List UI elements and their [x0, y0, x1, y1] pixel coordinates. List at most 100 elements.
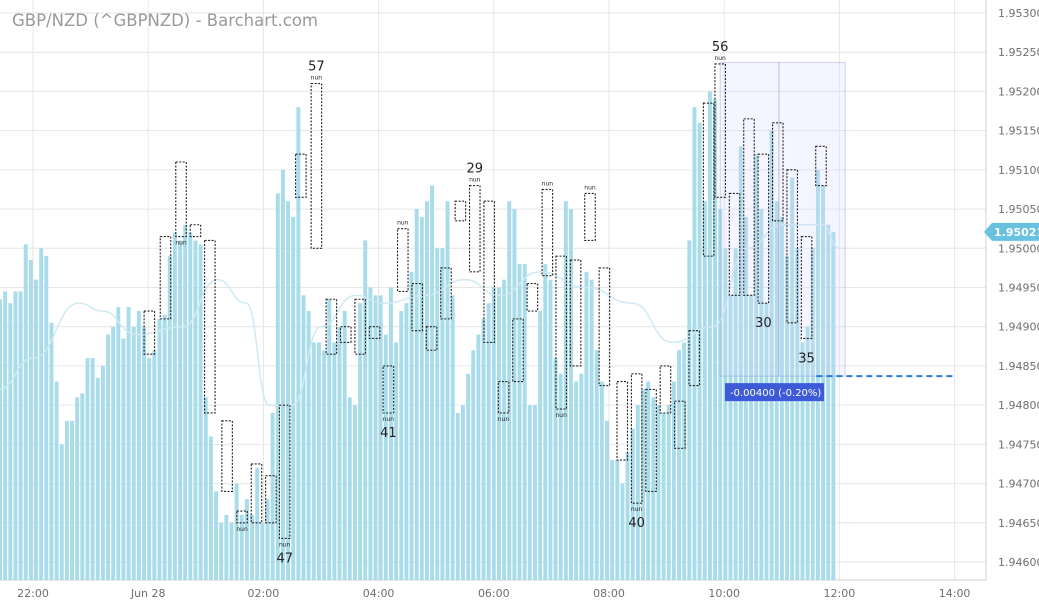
- price-bar: [75, 397, 79, 580]
- price-bar: [574, 382, 578, 580]
- price-bar: [631, 429, 635, 580]
- price-bar: [80, 393, 84, 580]
- y-tick-label: 1.94950: [998, 282, 1039, 295]
- price-bar: [466, 374, 470, 580]
- price-bar: [91, 358, 95, 580]
- tpo-box-label: 56: [712, 40, 729, 55]
- price-bar: [451, 295, 455, 580]
- price-bar: [230, 523, 234, 580]
- x-tick-label: 14:00: [939, 587, 971, 600]
- tpo-box-tag: nun: [714, 55, 726, 62]
- y-tick-label: 1.95000: [998, 242, 1039, 255]
- price-bar: [302, 295, 306, 580]
- y-tick-label: 1.94700: [998, 478, 1039, 491]
- y-tick-label: 1.95050: [998, 203, 1039, 216]
- x-tick-label: 10:00: [708, 587, 740, 600]
- price-bar: [600, 382, 604, 580]
- price-bar: [651, 397, 655, 580]
- tpo-box-label: 35: [798, 351, 815, 366]
- price-bar: [533, 405, 537, 580]
- price-bar: [677, 350, 681, 580]
- tpo-box: [542, 189, 553, 275]
- price-bar: [348, 397, 352, 580]
- price-bar: [512, 209, 516, 580]
- price-bar: [286, 201, 290, 580]
- price-bar: [430, 186, 434, 580]
- price-bar: [584, 272, 588, 580]
- price-bar: [471, 350, 475, 580]
- y-tick-label: 1.95150: [998, 125, 1039, 138]
- price-bar: [8, 303, 12, 580]
- price-bar: [384, 335, 388, 580]
- price-bar: [204, 397, 208, 580]
- price-bar: [703, 201, 707, 580]
- price-bar: [255, 468, 259, 580]
- price-bar: [425, 201, 429, 580]
- price-bar: [209, 437, 213, 580]
- x-tick-label: 02:00: [248, 587, 280, 600]
- price-bar: [101, 366, 105, 580]
- price-bar: [188, 233, 192, 580]
- tpo-box-tag: nun: [584, 184, 596, 191]
- price-bar: [39, 248, 43, 580]
- price-bar: [543, 264, 547, 580]
- price-bar: [507, 201, 511, 580]
- price-bar: [111, 327, 115, 580]
- price-bar: [538, 311, 542, 580]
- price-bar: [106, 335, 110, 580]
- price-bars: [0, 91, 835, 580]
- price-bar: [13, 291, 17, 580]
- measure-label-text: -0.00400 (-0.20%): [730, 388, 821, 399]
- price-bar: [692, 107, 696, 580]
- price-bar: [595, 350, 599, 580]
- price-bar: [332, 342, 336, 580]
- price-bar: [615, 460, 619, 580]
- price-bar: [476, 335, 480, 580]
- tpo-box-label: 30: [755, 316, 772, 331]
- x-tick-label: 06:00: [478, 587, 510, 600]
- price-bar: [343, 311, 347, 580]
- price-bar: [548, 280, 552, 580]
- price-bar: [291, 217, 295, 580]
- tpo-box-label: 47: [276, 551, 293, 566]
- tpo-box: [455, 201, 466, 221]
- price-bar: [656, 405, 660, 580]
- x-tick-label: 08:00: [593, 587, 625, 600]
- price-bar: [620, 484, 624, 580]
- x-axis: 22:00 Jun 28 02:00 04:00 06:00 08:00 10:00 12:0…: [17, 587, 970, 600]
- price-bar: [199, 244, 203, 580]
- x-tick-label: 22:00: [17, 587, 49, 600]
- price-bar: [29, 260, 33, 580]
- price-bar: [158, 319, 162, 580]
- price-bar: [116, 307, 120, 580]
- price-bar: [610, 460, 614, 580]
- y-tick-label: 1.95200: [998, 85, 1039, 98]
- y-tick-label: 1.95250: [998, 46, 1039, 59]
- y-axis: 1.946001.946501.947001.947501.948001.948…: [998, 7, 1039, 569]
- tpo-box: [311, 84, 322, 249]
- price-bar: [137, 311, 141, 580]
- price-bar: [487, 303, 491, 580]
- tpo-box: [585, 193, 596, 240]
- y-tick-label: 1.94900: [998, 321, 1039, 334]
- price-bar: [590, 280, 594, 580]
- price-bar: [327, 299, 331, 580]
- price-bar: [801, 342, 805, 580]
- price-bar: [266, 499, 270, 580]
- price-bar: [435, 248, 439, 580]
- x-tick-label: Jun 28: [130, 587, 166, 600]
- tpo-box: [470, 186, 481, 272]
- price-bar: [85, 358, 89, 580]
- price-bar: [667, 405, 671, 580]
- tpo-box: [617, 382, 628, 460]
- y-tick-label: 1.94850: [998, 360, 1039, 373]
- price-bar: [518, 264, 522, 580]
- price-bar: [363, 240, 367, 580]
- tpo-box-tag: nun: [279, 541, 291, 548]
- price-bar: [183, 225, 187, 580]
- tpo-box-label: 41: [380, 426, 397, 441]
- last-price-tag: 1.95021: [984, 223, 1039, 241]
- price-bar: [415, 209, 419, 580]
- tpo-box-tag: nun: [542, 180, 554, 187]
